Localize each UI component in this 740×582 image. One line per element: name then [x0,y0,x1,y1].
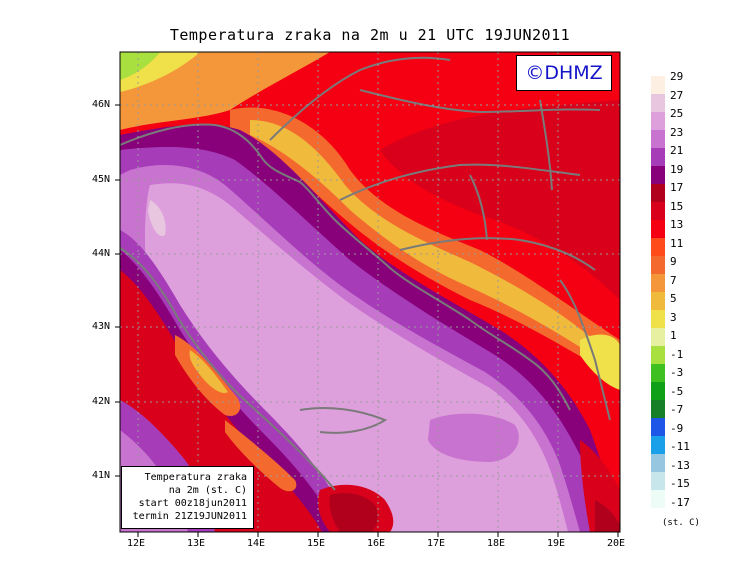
legend-swatch [651,328,665,346]
legend-label: 1 [670,329,677,342]
x-tick-label: 17E [427,538,446,549]
y-tick-label: 46N [92,99,111,110]
legend-swatch [651,184,665,202]
legend-swatch [651,346,665,364]
legend-swatch [651,220,665,238]
map-title: Temperatura zraka na 2m u 21 UTC 19JUN20… [169,26,571,44]
x-tick-label: 14E [247,538,266,549]
legend-label: -15 [670,477,690,490]
legend-label: 21 [670,144,684,157]
y-tick-label: 41N [92,470,111,481]
legend-label: 5 [670,292,677,305]
legend-swatch [651,112,665,130]
legend-label: 11 [670,236,684,250]
legend-swatch [651,472,665,490]
legend-label: -5 [670,384,684,398]
y-tick-label: 45N [92,174,111,185]
legend-label: -1 [670,347,684,361]
legend-swatch [651,418,665,436]
legend-swatch [651,238,665,256]
legend-swatch [651,400,665,418]
legend-label: 29 [670,70,684,83]
legend-label: 25 [670,107,684,120]
legend-unit: (st. C) [662,518,700,528]
legend-label: 19 [670,162,684,176]
info-line: na 2m (st. C) [168,485,247,496]
legend-label: 7 [670,273,677,287]
y-tick-label: 42N [92,396,111,407]
plot-frame [119,51,621,533]
y-tick-label: 44N [92,248,111,259]
legend-swatch [651,382,665,400]
info-box: Temperatura zraka na 2m (st. C) start 00… [121,466,254,529]
legend-label: -7 [670,403,684,416]
legend-swatch [651,310,665,328]
x-tick-label: 12E [127,538,146,549]
legend-swatch [651,166,665,184]
tick-marks [115,104,619,537]
legend-swatch [651,364,665,382]
legend-label: 13 [670,218,684,231]
x-tick-label: 13E [187,538,206,549]
legend-label: 15 [670,199,684,213]
x-tick-label: 19E [547,538,566,549]
legend-swatch [651,454,665,472]
legend-swatch [651,256,665,274]
legend-label: -3 [670,366,684,379]
legend-swatch [651,202,665,220]
legend-label: -11 [670,440,690,453]
coastlines [119,56,611,491]
legend-label: 3 [670,310,677,324]
legend-swatch [651,292,665,310]
x-tick-label: 16E [367,538,386,549]
info-line: termin 21Z19JUN2011 [132,511,247,522]
legend-swatch [651,490,665,508]
legend-swatch [651,130,665,148]
info-line: Temperatura zraka [144,472,247,483]
x-tick-label: 18E [487,538,506,549]
copyright-badge: ©DHMZ [516,55,612,91]
legend-label: -9 [670,421,684,435]
legend-label: 27 [670,88,684,102]
legend-swatch [651,76,665,94]
info-line: start 00z18jun2011 [138,498,247,509]
legend-label: 23 [670,125,684,139]
legend-swatch [651,274,665,292]
legend-label: -13 [670,458,690,472]
x-tick-label: 15E [307,538,326,549]
legend-label: 17 [670,181,684,194]
color-legend [651,76,665,508]
x-tick-label: 20E [607,538,626,549]
legend-swatch [651,436,665,454]
legend-label: 9 [670,255,677,268]
gridlines [120,52,620,532]
y-tick-label: 43N [92,321,111,332]
legend-label: -17 [670,495,690,509]
legend-swatch [651,148,665,166]
legend-swatch [651,94,665,112]
